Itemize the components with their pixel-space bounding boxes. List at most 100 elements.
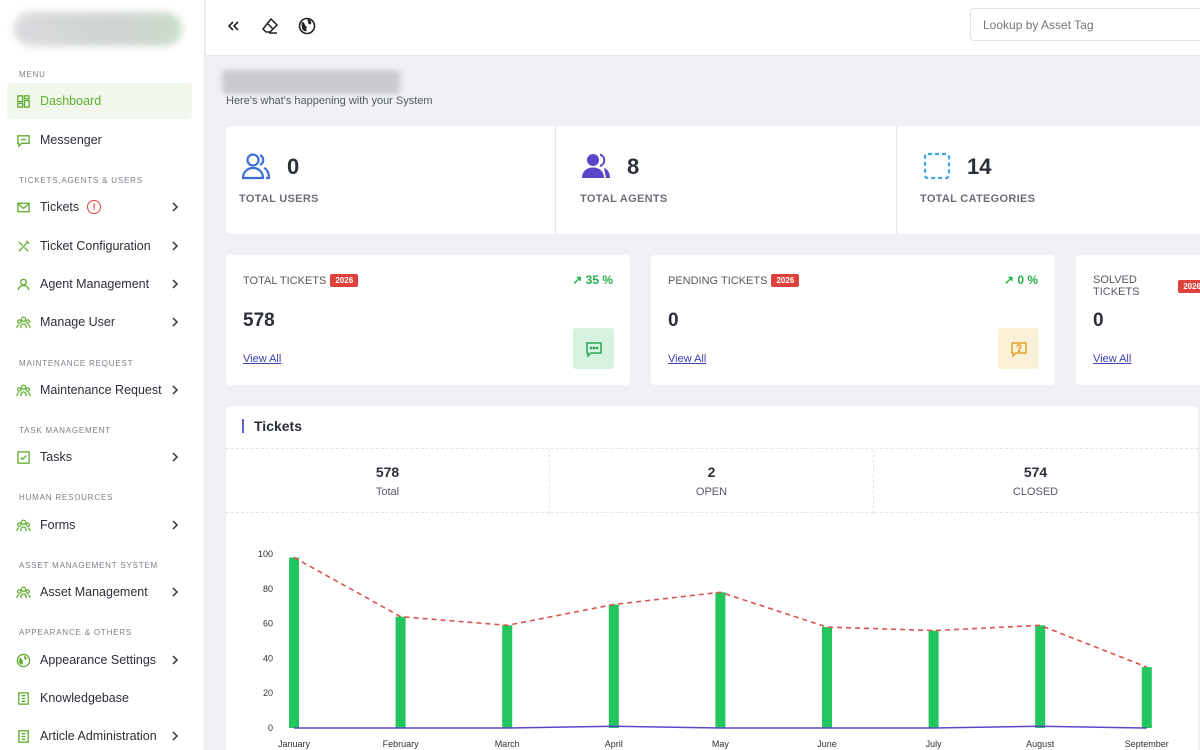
y-tick-label: 0 — [268, 723, 273, 733]
page-subtitle: Here's what's happening with your System — [226, 95, 433, 107]
mail-icon — [15, 199, 31, 215]
bar — [822, 627, 832, 728]
sidebar-item-label: Appearance Settings — [40, 653, 157, 667]
sidebar-item-agent-management[interactable]: Agent Management — [7, 266, 192, 302]
section-appearance: APPEARANCE & OTHERS — [19, 628, 133, 637]
sidebar-item-tasks[interactable]: Tasks — [7, 439, 192, 475]
sidebar-item-label: Manage User — [40, 315, 116, 329]
stat-label: TOTAL AGENTS — [580, 193, 668, 205]
card-title-text: PENDING TICKETS — [668, 274, 768, 287]
brand-logo[interactable] — [14, 12, 182, 46]
chevron-right-icon — [172, 385, 179, 395]
tickets-chart: 0 20 40 60 80 100 January February March April May… — [258, 549, 1169, 749]
sidebar-item-maintenance-request[interactable]: Maintenance Request — [7, 372, 192, 408]
sidebar-item-dashboard[interactable]: Dashboard — [7, 83, 192, 119]
bar — [289, 557, 299, 728]
users-icon — [15, 382, 31, 398]
x-tick-label: August — [1026, 739, 1055, 749]
pending-tickets-card: PENDING TICKETS 2026 ↗ 0 % 0 View All — [651, 255, 1055, 385]
summary-closed: 574 CLOSED — [874, 449, 1197, 514]
chevron-right-icon — [172, 520, 179, 530]
summary-value: 578 — [375, 464, 400, 480]
arrow-up-right-icon: ↗ — [1003, 273, 1014, 287]
trend-value: 35 % — [585, 273, 613, 287]
chevron-right-icon — [172, 241, 179, 251]
y-tick-label: 60 — [263, 619, 273, 629]
divider — [555, 126, 556, 234]
x-tick-label: May — [712, 739, 730, 749]
x-tick-label: January — [278, 739, 311, 749]
series-line — [294, 725, 1147, 729]
chevron-right-icon — [172, 587, 179, 597]
users-filled-icon — [582, 153, 610, 178]
x-tick-label: March — [495, 739, 520, 749]
collapse-sidebar-icon[interactable] — [224, 16, 244, 36]
x-tick-label: July — [926, 739, 943, 749]
card-title-text: TOTAL TICKETS — [243, 274, 327, 287]
sidebar-item-ticket-configuration[interactable]: Ticket Configuration — [7, 228, 192, 264]
summary-value: 2 — [707, 464, 716, 480]
section-asset: ASSET MANAGEMENT SYSTEM — [19, 561, 159, 570]
bar — [715, 592, 726, 728]
eraser-icon[interactable] — [260, 16, 280, 36]
asset-tag-search-input[interactable] — [970, 8, 1200, 41]
section-tickets: TICKETS,AGENTS & USERS — [19, 176, 143, 185]
sidebar: MENU Dashboard Messenger TICKETS,AGENTS … — [0, 0, 205, 750]
sidebar-item-appearance-settings[interactable]: Appearance Settings — [7, 642, 192, 678]
x-tick-label: April — [605, 739, 623, 749]
dashed-series-line — [293, 556, 1148, 668]
sidebar-item-knowledgebase[interactable]: Knowledgebase — [7, 680, 192, 716]
question-message-icon — [998, 328, 1039, 369]
sidebar-item-label: Agent Management — [40, 277, 150, 291]
bar — [608, 604, 619, 728]
card-title: TOTAL TICKETS 2026 — [243, 274, 359, 287]
chevron-right-icon — [172, 317, 179, 327]
sidebar-item-messenger[interactable]: Messenger — [7, 122, 192, 158]
sidebar-item-label: Forms — [40, 518, 76, 532]
year-badge: 2026 — [1178, 279, 1200, 293]
users-icon — [15, 314, 31, 330]
summary-label: CLOSED — [1012, 486, 1059, 498]
bar — [1141, 667, 1152, 728]
x-tick-label: February — [383, 739, 420, 749]
chevron-right-icon — [172, 452, 179, 462]
message-icon — [573, 328, 614, 369]
sidebar-item-label: Ticket Configuration — [40, 239, 151, 253]
view-all-link[interactable]: View All — [668, 353, 707, 365]
welcome-name — [222, 70, 400, 94]
sidebar-item-article-administration[interactable]: Article Administration — [7, 718, 192, 750]
users-icon — [15, 517, 31, 533]
summary-total: 578 Total — [226, 449, 549, 514]
sidebar-item-manage-user[interactable]: Manage User — [7, 304, 192, 340]
trend-value: 0 % — [1017, 273, 1038, 287]
chart-card-title: Tickets — [242, 419, 302, 433]
summary-label: Total — [375, 486, 400, 498]
divider — [896, 126, 897, 234]
globe-icon[interactable] — [297, 16, 317, 36]
summary-value: 574 — [1023, 464, 1048, 480]
stat-total-agents: 8 TOTAL AGENTS — [556, 126, 896, 234]
stat-value: 8 — [627, 154, 640, 179]
view-all-link[interactable]: View All — [243, 353, 282, 365]
tickets-summary: 578 Total 2 OPEN 574 CLOSED — [226, 448, 1198, 514]
sidebar-item-label: Tickets — [40, 200, 80, 214]
card-value: 0 — [668, 310, 679, 331]
view-all-link[interactable]: View All — [1093, 353, 1132, 365]
stats-card: 0 TOTAL USERS 8 TOTAL AGENTS 14 TOTAL CA… — [226, 126, 1200, 234]
trend-percent: ↗ 35 % — [572, 273, 613, 287]
user-icon — [15, 276, 31, 292]
stat-label: TOTAL CATEGORIES — [920, 193, 1036, 205]
sidebar-item-tickets[interactable]: Tickets ! — [7, 189, 192, 225]
x-tick-label: September — [1125, 739, 1169, 749]
card-title-text: SOLVED TICKETS — [1093, 274, 1140, 298]
checkbox-icon — [15, 449, 31, 465]
section-task: TASK MANAGEMENT — [19, 426, 111, 435]
sidebar-item-label: Maintenance Request — [40, 383, 162, 397]
sidebar-item-asset-management[interactable]: Asset Management — [7, 574, 192, 610]
sidebar-item-forms[interactable]: Forms — [7, 507, 192, 543]
section-menu: MENU — [19, 70, 46, 79]
divider — [549, 449, 550, 514]
stat-total-categories: 14 TOTAL CATEGORIES — [897, 126, 1197, 234]
bar — [502, 625, 513, 728]
tickets-chart-card: Tickets 578 Total 2 OPEN 574 CLOSED 0 20 4… — [226, 406, 1198, 750]
